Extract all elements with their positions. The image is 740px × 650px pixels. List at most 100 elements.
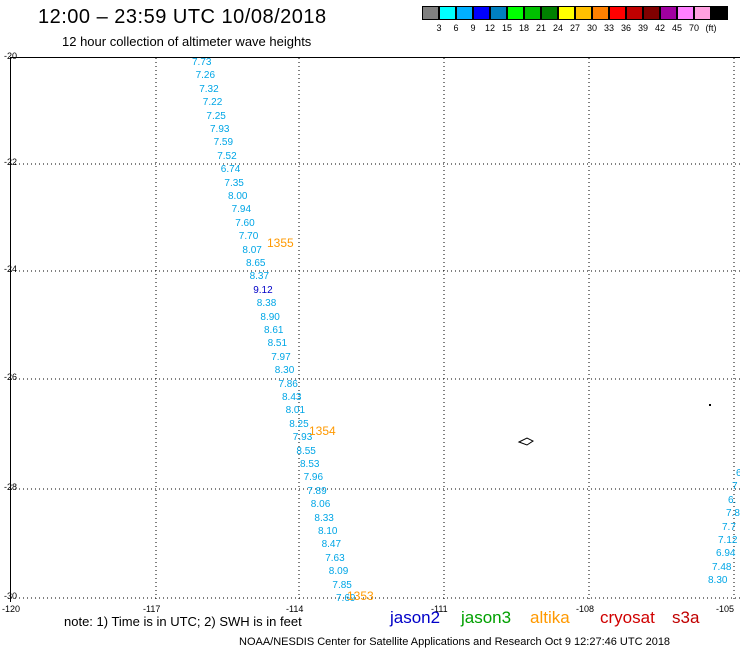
wave-height-value: 7.97	[271, 351, 291, 363]
wave-height-value: 8.47	[321, 539, 342, 551]
wave-height-value: 8.38	[256, 298, 277, 310]
wave-height-value: 8.00	[228, 191, 248, 202]
color-scale-label: 12	[484, 23, 495, 33]
wave-height-value: 7.60	[235, 217, 255, 229]
map-panel	[10, 57, 740, 602]
color-scale-label: 36	[620, 23, 631, 33]
legend-entry: s3a	[672, 608, 700, 627]
wave-height-value: 7.93	[210, 124, 230, 135]
color-swatch	[643, 6, 660, 20]
color-scale-label: 15	[501, 23, 512, 33]
color-swatch	[660, 6, 677, 20]
pass-time-label: 1355	[267, 236, 294, 250]
color-scale-label: 30	[586, 23, 597, 33]
wave-height-value: 7.8	[726, 508, 740, 520]
color-swatch	[694, 6, 711, 20]
color-swatch	[524, 6, 541, 20]
color-swatch	[609, 6, 626, 20]
color-scale-label: 9	[470, 23, 476, 33]
color-scale-label: 3	[436, 23, 442, 33]
color-scale-label: 33	[603, 23, 614, 33]
wave-height-value: 8.55	[296, 445, 316, 457]
color-swatch	[507, 6, 524, 20]
wave-height-value: 7.93	[292, 432, 313, 444]
longitude-label: -105	[716, 604, 735, 614]
wave-height-value: 6.74	[220, 164, 241, 176]
wave-height-value: 7.96	[303, 472, 324, 484]
color-scale-label: 21	[535, 23, 546, 33]
wave-height-value: 7.48	[712, 561, 732, 573]
wave-height-value: 7.32	[199, 83, 219, 95]
wave-height-value: 7.7	[722, 521, 736, 533]
pass-time-label: 1353	[347, 589, 374, 603]
wave-height-value: 7.73	[192, 57, 212, 68]
wave-height-value: 8.90	[260, 311, 280, 323]
wave-height-value: 7.59	[213, 137, 234, 149]
color-scale-label: 39	[637, 23, 648, 33]
wave-height-value: 7.94	[231, 204, 252, 216]
latitude-label: -28	[4, 482, 18, 492]
wave-height-value: 7.86	[278, 378, 298, 390]
color-scale-label: 18	[518, 23, 529, 33]
latitude-label: -26	[4, 372, 18, 382]
wave-height-value: 6	[736, 468, 740, 479]
color-swatch	[626, 6, 643, 20]
wave-height-value: 8.06	[310, 499, 331, 511]
map-canvas	[11, 58, 740, 602]
wave-height-value: 8.30	[708, 575, 728, 587]
color-swatch	[439, 6, 456, 20]
color-swatch	[575, 6, 592, 20]
wave-height-value: 8.01	[285, 405, 306, 417]
color-scale-label: 6	[453, 23, 459, 33]
wave-height-value: 6.	[728, 494, 737, 506]
wave-height-value: 8.37	[249, 271, 270, 283]
color-scale-label: 27	[569, 23, 580, 33]
color-scale-label: (ft)	[705, 23, 717, 33]
wave-height-value: 7	[732, 481, 738, 493]
wave-height-value: 8.53	[300, 459, 320, 470]
wave-height-value: 7.25	[206, 110, 226, 122]
wave-height-value: 7.70	[238, 231, 259, 243]
wave-height-value: 7.52	[217, 150, 237, 162]
wave-height-value: 8.43	[282, 392, 302, 403]
island-outline	[517, 437, 534, 446]
latitude-label: -24	[4, 264, 18, 274]
color-swatch	[422, 6, 439, 20]
note-text: note: 1) Time is in UTC; 2) SWH is in fe…	[64, 614, 302, 629]
wave-height-value: 8.25	[289, 418, 309, 430]
wave-height-value: 7.26	[195, 70, 216, 82]
latitude-label: -30	[4, 591, 18, 601]
legend-entry: altika	[530, 608, 570, 627]
longitude-label: -114	[286, 604, 304, 614]
chart-title: 12:00 – 23:59 UTC 10/08/2018	[38, 6, 327, 28]
wave-height-value: 9.12	[253, 284, 273, 296]
longitude-label: -111	[431, 604, 448, 614]
color-scale-label: 70	[688, 23, 699, 33]
wave-height-value: 7.89	[307, 485, 327, 497]
latitude-label: -22	[4, 157, 18, 167]
color-swatch	[473, 6, 490, 20]
color-scale-label: 24	[552, 23, 563, 33]
wave-height-value: 6.94	[716, 548, 736, 560]
wave-height-value: 7.85	[332, 579, 352, 591]
color-swatch	[592, 6, 609, 20]
color-swatch	[558, 6, 575, 20]
longitude-label: -117	[143, 604, 161, 614]
wave-height-value: 8.65	[246, 258, 266, 269]
longitude-label: -108	[576, 604, 595, 614]
wave-height-value: 8.61	[264, 325, 284, 336]
color-scale-label: 45	[671, 23, 682, 33]
color-swatch	[490, 6, 507, 20]
wave-height-value: 7.22	[202, 97, 223, 109]
wave-height-value: 8.07	[242, 244, 262, 256]
wave-height-value: 8.51	[267, 338, 288, 350]
legend-entry: jason3	[461, 608, 512, 627]
footer-credit: NOAA/NESDIS Center for Satellite Applica…	[239, 636, 671, 648]
legend-entry: jason2	[390, 608, 441, 627]
wave-height-value: 7.63	[325, 552, 345, 564]
color-swatch	[456, 6, 473, 20]
pass-time-label: 1354	[309, 424, 336, 438]
legend-entry: cryosat	[600, 608, 655, 627]
wave-height-value: 8.30	[274, 365, 295, 377]
color-swatch	[541, 6, 558, 20]
